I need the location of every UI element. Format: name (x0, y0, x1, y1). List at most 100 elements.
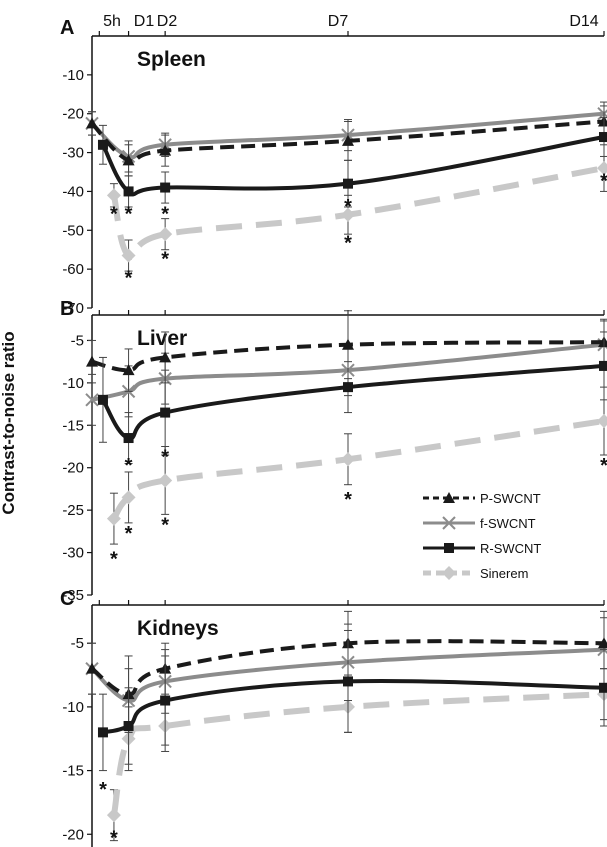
data-point-shape (86, 662, 98, 674)
data-point (158, 227, 173, 242)
data-point (86, 355, 98, 367)
series-p-swcnt (86, 105, 607, 177)
legend-marker (442, 516, 456, 530)
series-line (110, 691, 605, 816)
data-point (160, 182, 171, 193)
data-point-shape (160, 407, 171, 418)
series-sinerem (106, 668, 607, 842)
data-point-shape (97, 394, 108, 405)
significance-star: * (161, 446, 169, 468)
data-point (122, 154, 135, 166)
x-tick-label: D14 (569, 13, 598, 30)
data-point (123, 186, 134, 197)
significance-star: * (344, 489, 352, 511)
data-point-shape (160, 182, 171, 193)
panel-letter: C (60, 588, 74, 610)
data-point-shape (106, 188, 121, 203)
data-point (86, 662, 98, 674)
data-point (597, 414, 607, 429)
data-point-shape (121, 248, 136, 263)
x-tick-label: D2 (157, 13, 178, 30)
significance-star: * (110, 548, 118, 570)
data-point (599, 682, 607, 693)
data-point (160, 407, 171, 418)
data-point (598, 115, 607, 127)
data-point-shape (599, 132, 607, 143)
data-point-shape (123, 721, 134, 731)
y-tick-label: -25 (62, 502, 84, 519)
series-f-swcnt (85, 101, 607, 173)
data-point (106, 511, 121, 526)
data-point (343, 382, 353, 393)
data-point-shape (341, 452, 355, 467)
data-point-shape (342, 134, 354, 146)
data-point-shape (341, 207, 355, 222)
significance-star: * (344, 196, 352, 218)
data-point-shape (343, 178, 353, 189)
x-tick-label: D7 (328, 13, 349, 30)
data-point (343, 178, 353, 189)
significance-star: * (125, 523, 133, 545)
y-tick-label: -30 (62, 145, 84, 162)
data-point (159, 351, 172, 363)
data-point-shape (85, 393, 99, 407)
panel-letter: A (60, 17, 74, 39)
y-tick-label: -70 (62, 300, 84, 317)
panel-spleen: -10 -20 -30 -40 -50 -60 -70 A Spleen * * * * * * * * (60, 17, 607, 317)
legend: P-SWCNT f-SWCNT R-SWCNT Sinerem (423, 491, 541, 581)
panel-liver: -5 -10 -15 -20 -25 -30 -35 B Liver * * * * * * * (60, 298, 607, 604)
data-point-shape (158, 473, 173, 488)
significance-star: * (110, 204, 118, 226)
data-point (121, 248, 136, 263)
data-point-shape (123, 433, 134, 444)
panel-title: Spleen (137, 48, 206, 71)
data-point-shape (86, 117, 98, 129)
y-tick-label: -60 (62, 261, 84, 278)
data-point-shape (598, 637, 607, 649)
data-point-shape (598, 336, 607, 348)
data-point (86, 117, 98, 129)
series-r-swcnt (97, 117, 607, 208)
data-point-shape (106, 511, 121, 526)
legend-label: R-SWCNT (480, 541, 541, 556)
data-point-shape (97, 727, 108, 738)
data-point (97, 139, 108, 150)
data-point-shape (121, 490, 136, 505)
y-tick-label: -15 (62, 763, 84, 780)
panel-letter: B (60, 298, 74, 320)
data-point (97, 394, 108, 405)
y-tick-label: -5 (71, 332, 84, 349)
data-point-shape (599, 682, 607, 693)
data-point-shape (343, 382, 353, 393)
data-point (159, 144, 172, 156)
y-tick-label: -20 (62, 460, 84, 477)
significance-star: * (110, 827, 118, 847)
panel-kidneys: -5 -10 -15 -20 C Kidneys * * (60, 588, 607, 847)
data-point-shape (123, 186, 134, 197)
legend-label: f-SWCNT (480, 516, 536, 531)
series-line (91, 340, 605, 373)
x-tick-label: D1 (134, 13, 155, 30)
data-point-shape (86, 355, 98, 367)
data-point-shape (158, 227, 173, 242)
data-point-shape (97, 139, 108, 150)
x-tick-label: 5h (103, 13, 121, 30)
y-tick-label: -10 (62, 375, 84, 392)
data-point (598, 637, 607, 649)
significance-star: * (125, 455, 133, 477)
significance-star: * (161, 248, 169, 270)
data-point (341, 452, 355, 467)
data-point (123, 433, 134, 444)
series-sinerem (106, 386, 607, 545)
significance-star: * (600, 171, 607, 193)
y-axis-label: Contrast-to-noise ratio (0, 331, 18, 514)
y-tick-label: -35 (62, 587, 84, 604)
data-point-shape (598, 115, 607, 127)
x-tick-labels: 5h D1 D2 D7 D14 (103, 13, 599, 30)
legend-marker-shape (442, 516, 456, 530)
data-point (106, 808, 121, 823)
panels: -10 -20 -30 -40 -50 -60 -70 A Spleen * * * * * * * * -5 -1… (60, 17, 607, 847)
data-point-shape (122, 154, 135, 166)
panel-title: Kidneys (137, 617, 219, 640)
